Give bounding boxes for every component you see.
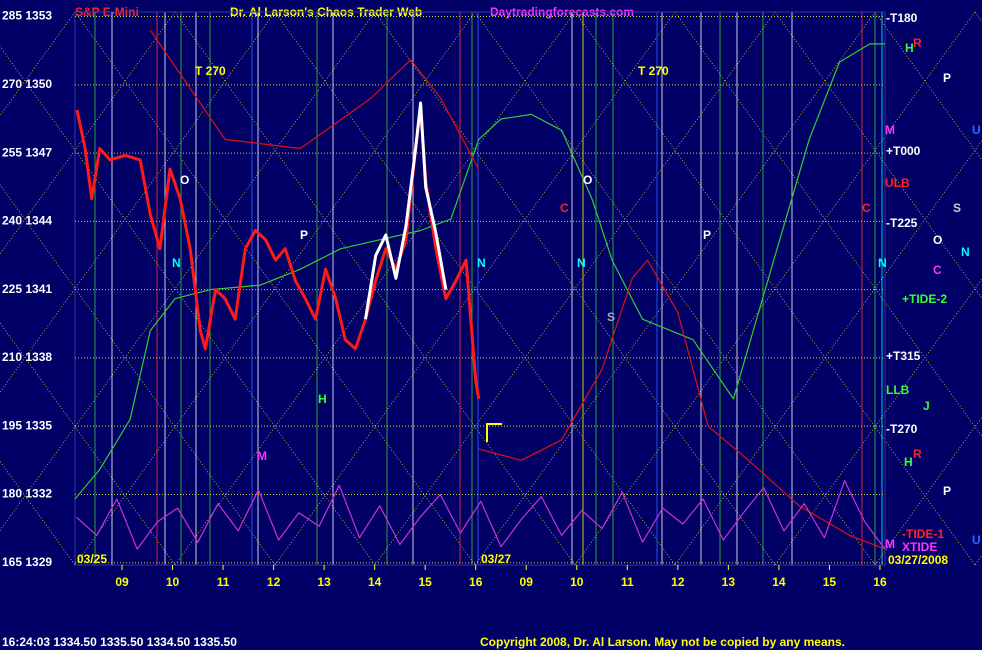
annotation: XTIDE xyxy=(902,540,937,554)
annotation: +TIDE-2 xyxy=(902,292,947,306)
annotation: J xyxy=(923,399,930,413)
y-tick-label: 285 1353 xyxy=(2,9,52,23)
annotation: P xyxy=(703,228,711,242)
annotation: H xyxy=(318,392,327,406)
x-tick-label: 11 xyxy=(217,575,230,589)
x-tick-label: 12 xyxy=(267,575,281,589)
annotation: M xyxy=(885,123,895,137)
series-line xyxy=(76,480,886,550)
annotation: -T270 xyxy=(886,422,918,436)
annotation: +T000 xyxy=(886,144,921,158)
y-tick-label: 240 1344 xyxy=(2,214,52,228)
x-tick-label: 11 xyxy=(621,575,634,589)
annotation: U xyxy=(972,123,981,137)
annotation: N xyxy=(477,256,486,270)
x-tick-label: 14 xyxy=(368,575,382,589)
y-tick-label: 255 1347 xyxy=(2,145,52,159)
status: 16:24:03 1334.50 1335.50 1334.50 1335.50 xyxy=(2,635,237,649)
annotation: C xyxy=(560,201,569,215)
annotation: 03/25 xyxy=(77,552,107,566)
annotation: 03/27 xyxy=(481,552,511,566)
annotation: N xyxy=(878,256,887,270)
x-tick-label: 10 xyxy=(166,575,180,589)
annotation: T 270 xyxy=(638,64,669,78)
x-tick-label: 13 xyxy=(722,575,736,589)
annotation: -T225 xyxy=(886,216,918,230)
annotation: P xyxy=(300,228,308,242)
series-line xyxy=(364,101,448,320)
annotation: O xyxy=(933,233,942,247)
annotation: C xyxy=(933,263,942,277)
series-line xyxy=(149,29,480,170)
y-tick-label: 210 1338 xyxy=(2,350,52,364)
x-tick-label: 15 xyxy=(823,575,837,589)
y-tick-label: 225 1341 xyxy=(2,282,52,296)
annotation: -TIDE-1 xyxy=(902,527,944,541)
copyright: Copyright 2008, Dr. Al Larson. May not b… xyxy=(480,635,845,649)
annotation: M xyxy=(885,537,895,551)
x-tick-label: 10 xyxy=(570,575,584,589)
series-line xyxy=(478,259,886,550)
annotation: LLB xyxy=(886,383,910,397)
annotation: R xyxy=(913,447,922,461)
annotation: O xyxy=(583,173,592,187)
annotation: M xyxy=(257,449,267,463)
series-line xyxy=(74,43,885,500)
annotation: R xyxy=(913,36,922,50)
annotation: H xyxy=(905,41,914,55)
x-tick-label: 16 xyxy=(469,575,483,589)
x-tick-label: 14 xyxy=(772,575,786,589)
annotation: +T315 xyxy=(886,349,921,363)
annotation: O xyxy=(180,173,189,187)
annotation: 03/27/2008 xyxy=(888,553,948,567)
plot-frame xyxy=(74,11,886,566)
annotation: S xyxy=(953,201,961,215)
x-tick-label: 16 xyxy=(873,575,887,589)
annotation: U xyxy=(972,533,981,547)
annotation: -T180 xyxy=(886,11,918,25)
annotation: P xyxy=(943,71,951,85)
x-tick-label: 09 xyxy=(520,575,534,589)
x-tick-label: 15 xyxy=(418,575,432,589)
y-tick-label: 180 1332 xyxy=(2,487,52,501)
y-tick-label: 165 1329 xyxy=(2,555,52,569)
annotation: S xyxy=(607,310,615,324)
x-tick-label: 13 xyxy=(317,575,331,589)
annotation: H xyxy=(904,455,913,469)
x-tick-label: 09 xyxy=(115,575,129,589)
annotation: N xyxy=(172,256,181,270)
annotation: N xyxy=(961,245,970,259)
cursor-mark xyxy=(486,423,502,442)
x-tick-label: 12 xyxy=(671,575,685,589)
annotation: P xyxy=(943,484,951,498)
annotation: C xyxy=(862,201,871,215)
y-tick-label: 270 1350 xyxy=(2,77,52,91)
annotation: T 270 xyxy=(195,64,226,78)
annotation: N xyxy=(577,256,586,270)
y-tick-label: 195 1335 xyxy=(2,418,52,432)
annotation: ULB xyxy=(885,176,910,190)
